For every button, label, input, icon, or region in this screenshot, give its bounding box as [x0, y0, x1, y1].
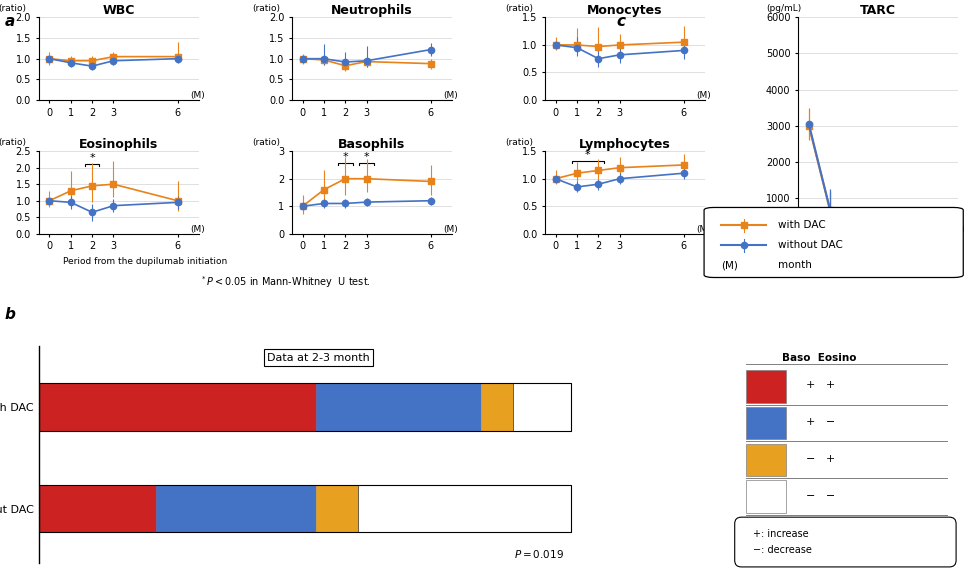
Text: (ratio): (ratio) [505, 4, 533, 13]
Title: Neutrophils: Neutrophils [331, 5, 412, 17]
Text: (ratio): (ratio) [505, 138, 533, 147]
Title: WBC: WBC [103, 5, 135, 17]
Text: c: c [617, 14, 625, 30]
Text: (ratio): (ratio) [252, 4, 280, 13]
Text: $^*P < 0.05$ in Mann-Whitney  U test.: $^*P < 0.05$ in Mann-Whitney U test. [200, 274, 371, 290]
Title: Lymphocytes: Lymphocytes [579, 138, 671, 151]
Text: +: increase: +: increase [752, 529, 808, 539]
Text: (M): (M) [697, 91, 711, 100]
Text: without DAC: without DAC [778, 241, 843, 251]
Text: (ratio): (ratio) [0, 4, 27, 13]
Text: *: * [343, 152, 348, 162]
Text: b: b [5, 307, 15, 322]
Text: +   −: + − [806, 417, 835, 427]
Text: +   +: + + [806, 380, 835, 390]
Bar [39, 383, 316, 430]
Text: (M): (M) [721, 260, 739, 270]
Bar [746, 370, 786, 403]
Text: (M): (M) [950, 224, 964, 234]
Text: Data at 2-3 month: Data at 2-3 month [267, 353, 370, 362]
Bar [156, 485, 316, 532]
Text: $P = 0.019$: $P = 0.019$ [514, 549, 564, 560]
Text: *: * [585, 150, 590, 160]
Text: (M): (M) [191, 224, 205, 234]
Bar [358, 485, 571, 532]
Title: Monocytes: Monocytes [588, 5, 663, 17]
Text: *: * [364, 152, 370, 162]
Text: with DAC: with DAC [778, 220, 826, 230]
X-axis label: Period from the dupilumab  initiation: Period from the dupilumab initiation [795, 256, 962, 264]
Bar [39, 485, 571, 532]
Bar [746, 407, 786, 439]
Bar [39, 383, 571, 430]
FancyBboxPatch shape [735, 517, 956, 567]
Bar [39, 485, 156, 532]
Text: (M): (M) [191, 91, 205, 100]
FancyBboxPatch shape [704, 208, 963, 277]
Text: *: * [89, 153, 95, 163]
Text: −   −: − − [806, 491, 835, 501]
Text: (ratio): (ratio) [0, 138, 27, 147]
Text: −   +: − + [806, 454, 835, 464]
Title: TARC: TARC [861, 5, 896, 17]
Title: Eosinophils: Eosinophils [79, 138, 159, 151]
Text: a: a [5, 14, 15, 30]
Text: (M): (M) [443, 91, 458, 100]
Bar [316, 383, 481, 430]
Bar [316, 485, 358, 532]
Text: (M): (M) [697, 224, 711, 234]
Bar [513, 383, 571, 430]
Text: (ratio): (ratio) [252, 138, 280, 147]
Text: (pg/mL): (pg/mL) [766, 4, 802, 13]
Text: (M): (M) [443, 224, 458, 234]
Text: month: month [778, 260, 812, 270]
Bar [746, 444, 786, 476]
Bar [481, 383, 513, 430]
Text: Baso  Eosino: Baso Eosino [782, 353, 857, 362]
Bar [746, 480, 786, 513]
Text: −: decrease: −: decrease [752, 545, 811, 555]
Text: Period from the dupilumab initiation: Period from the dupilumab initiation [63, 257, 227, 266]
Title: Basophils: Basophils [339, 138, 406, 151]
